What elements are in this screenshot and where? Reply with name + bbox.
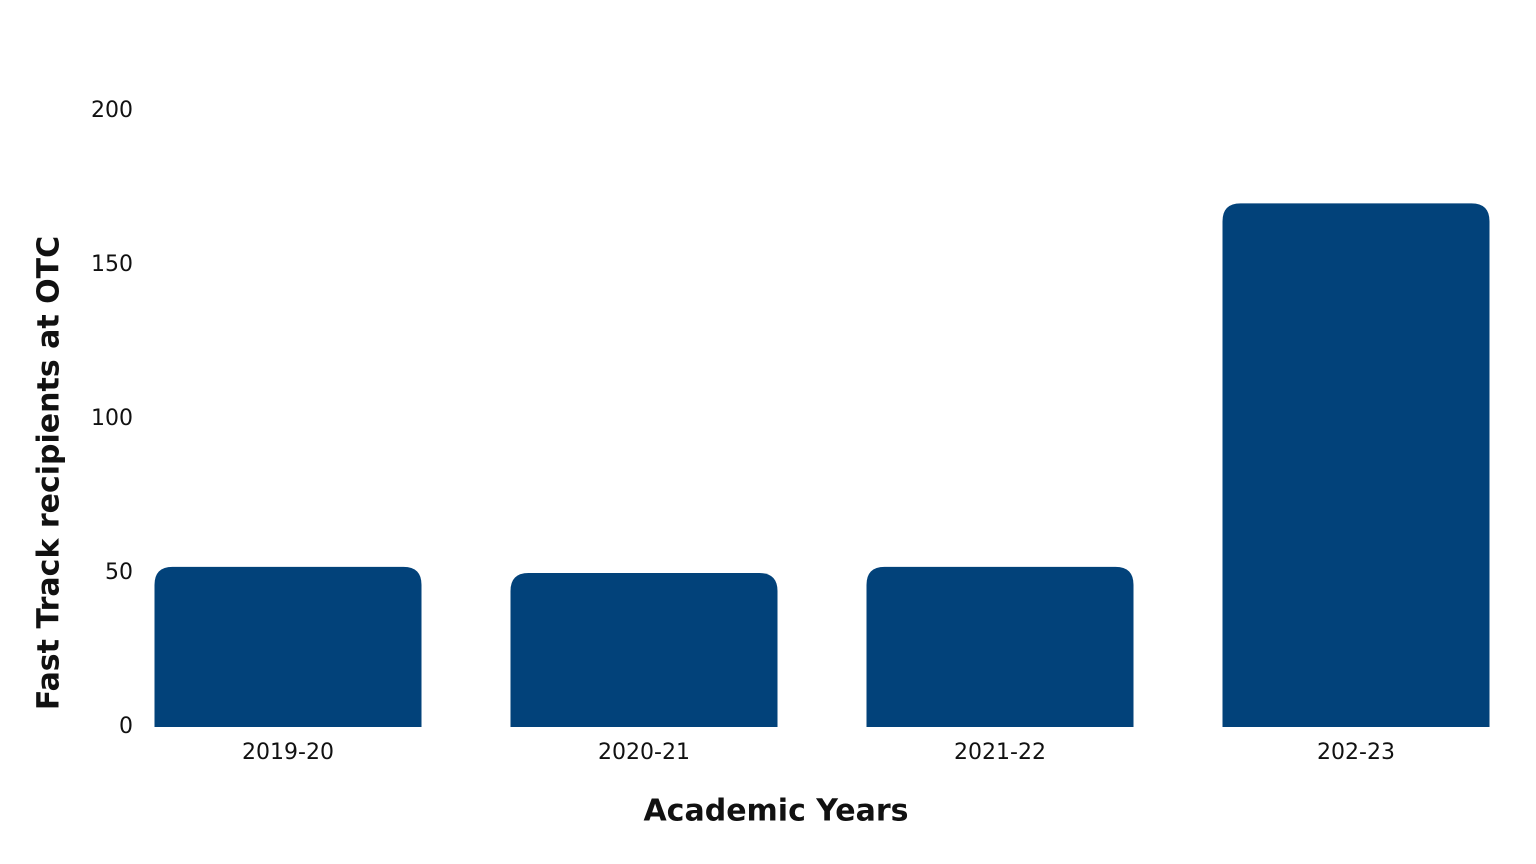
y-tick-label: 100 — [91, 406, 133, 431]
y-axis-title: Fast Track recipients at OTC — [32, 236, 67, 710]
y-tick-label: 50 — [105, 560, 133, 585]
bar — [866, 566, 1134, 727]
y-tick-label: 0 — [119, 714, 133, 739]
bar — [1222, 203, 1490, 727]
x-tick-label: 202-23 — [1317, 740, 1395, 765]
x-tick-label: 2020-21 — [598, 740, 690, 765]
x-tick-label: 2021-22 — [954, 740, 1046, 765]
bar — [510, 573, 778, 727]
y-tick-label: 200 — [91, 98, 133, 123]
bar — [154, 566, 422, 727]
x-tick-label: 2019-20 — [242, 740, 334, 765]
y-tick-label: 150 — [91, 252, 133, 277]
x-axis-title: Academic Years — [643, 794, 908, 829]
